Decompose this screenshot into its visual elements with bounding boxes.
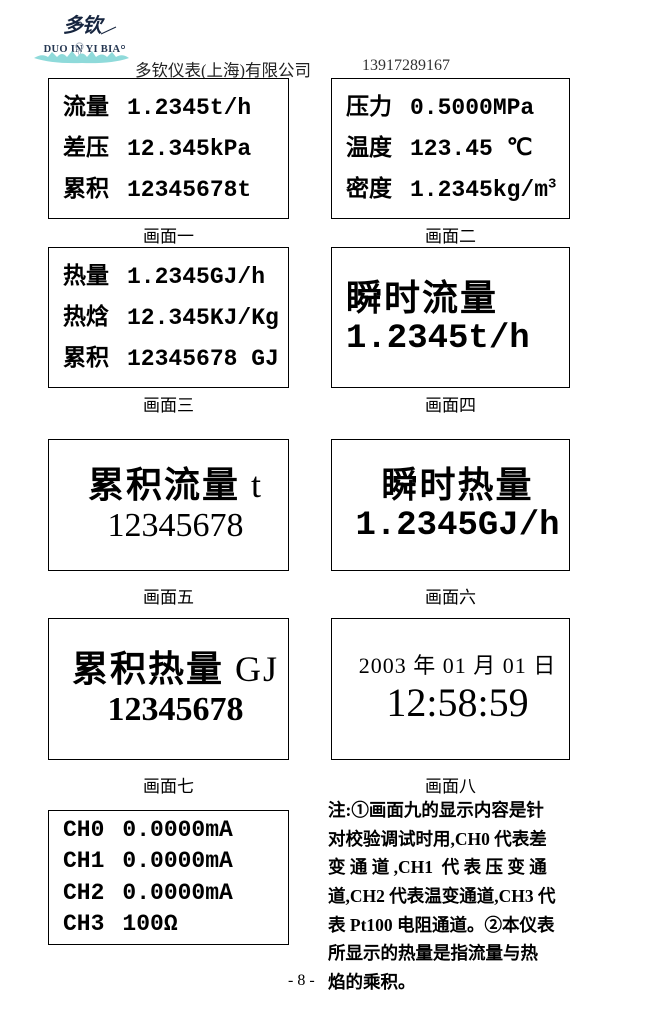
svg-text:多钦: 多钦 xyxy=(63,14,106,37)
